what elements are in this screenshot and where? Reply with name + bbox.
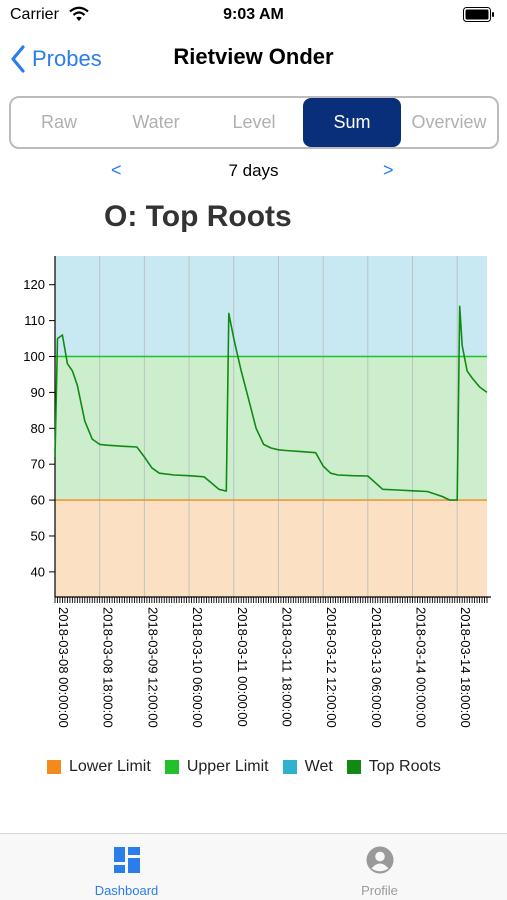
y-tick-label: 100: [23, 349, 45, 364]
range-label: 7 days: [228, 161, 279, 180]
view-segmented-control: Raw Water Level Sum Overview: [9, 96, 499, 149]
tab-profile[interactable]: Profile: [253, 834, 506, 900]
lower-band: [55, 500, 487, 597]
y-tick-label: 90: [31, 385, 45, 400]
segment-overview[interactable]: Overview: [411, 112, 487, 132]
chevron-left-icon: [11, 45, 25, 73]
carrier-label: Carrier: [10, 6, 59, 23]
x-tick-label: 2018-03-09 12:00:00: [145, 607, 160, 728]
segment-raw[interactable]: Raw: [40, 112, 77, 132]
segment-water[interactable]: Water: [132, 112, 180, 132]
legend-item-wet: Wet: [282, 758, 333, 776]
legend-swatch-upper-limit: [164, 760, 179, 774]
x-tick-label: 2018-03-08 18:00:00: [101, 607, 116, 728]
range-navigation: < 7 days >: [0, 158, 507, 184]
segment-level[interactable]: Level: [232, 112, 276, 132]
profile-icon: [366, 846, 393, 874]
y-tick-label: 70: [31, 457, 45, 472]
legend-swatch-wet: [282, 760, 297, 774]
y-tick-label: 40: [31, 564, 45, 579]
x-tick-label: 2018-03-11 18:00:00: [279, 607, 294, 727]
legend-swatch-top-roots: [346, 760, 361, 774]
legend-item-upper-limit: Upper Limit: [164, 758, 269, 776]
y-tick-label: 60: [31, 493, 45, 508]
top-roots-series-line: [54, 305, 488, 501]
battery-icon: [463, 7, 494, 22]
x-tick-label: 2018-03-14 18:00:00: [458, 607, 473, 728]
x-tick-label: 2018-03-08 00:00:00: [56, 607, 71, 728]
next-range-button[interactable]: >: [383, 160, 394, 180]
legend-swatch-lower-limit: [47, 760, 61, 774]
legend-label-top-roots: Top Roots: [368, 758, 441, 775]
legend-label-lower-limit: Lower Limit: [69, 758, 151, 775]
tab-label-dashboard: Dashboard: [94, 883, 159, 898]
x-tick-label: 2018-03-12 12:00:00: [324, 607, 339, 728]
back-button-label: Probes: [32, 46, 102, 71]
x-tick-label: 2018-03-11 00:00:00: [235, 607, 250, 727]
segment-sum[interactable]: Sum: [303, 98, 401, 147]
y-tick-label: 120: [23, 277, 45, 292]
status-bar: Carrier 9:03 AM: [0, 0, 507, 32]
y-tick-label: 80: [31, 421, 45, 436]
chart-legend: Lower Limit Upper Limit Wet Top Roots: [47, 758, 455, 776]
tab-bar: Dashboard Profile: [0, 833, 507, 900]
legend-item-lower-limit: Lower Limit: [47, 758, 151, 776]
previous-range-button[interactable]: <: [111, 160, 122, 180]
optimal-band: [55, 356, 487, 501]
legend-label-upper-limit: Upper Limit: [186, 758, 269, 775]
tab-label-profile: Profile: [361, 883, 398, 898]
navigation-bar: Probes Rietview Onder: [0, 32, 507, 88]
status-time: 9:03 AM: [223, 6, 284, 23]
x-tick-label: 2018-03-14 00:00:00: [414, 607, 429, 728]
top-roots-chart: 40 50 60 70 80 90 100 110 120 2018-03-08 00:00:00…: [23, 256, 491, 728]
page-title: Rietview Onder: [173, 44, 334, 69]
x-tick-label: 2018-03-10 06:00:00: [190, 607, 205, 728]
y-tick-label: 50: [31, 528, 45, 543]
y-tick-label: 110: [24, 313, 45, 328]
legend-item-top-roots: Top Roots: [346, 758, 441, 776]
wet-band: [55, 256, 487, 357]
legend-label-wet: Wet: [304, 758, 333, 775]
tab-dashboard[interactable]: Dashboard: [0, 834, 253, 900]
back-button[interactable]: Probes: [10, 42, 102, 76]
x-tick-label: 2018-03-13 06:00:00: [369, 607, 384, 728]
wifi-icon: [69, 6, 89, 21]
dashboard-icon: [113, 847, 140, 873]
chart-title: O: Top Roots: [104, 200, 292, 233]
